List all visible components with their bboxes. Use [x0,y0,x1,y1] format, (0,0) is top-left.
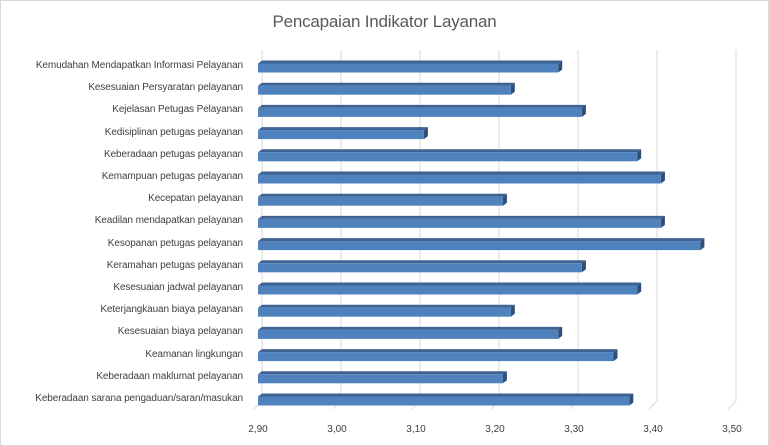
floor-gridline [648,400,658,410]
category-label: Kemampuan petugas pelayanan [101,171,243,182]
floor-gridline [727,400,737,410]
chart-title: Pencapaian Indikator Layanan [272,12,497,31]
x-tick-label: 3,50 [722,424,742,435]
bar [258,371,507,384]
x-tick-label: 3,30 [564,424,584,435]
category-label: Keberadaan sarana pengaduan/saran/masuka… [35,393,243,404]
bar [258,149,642,162]
bar [258,127,428,140]
bar [258,326,563,339]
bar [258,282,642,295]
category-label: Kesopanan petugas pelayanan [107,237,243,249]
bar [258,104,586,117]
bar [258,260,586,273]
bar [258,60,563,73]
category-label: Kesesuaian jadwal pelayanan [113,282,243,293]
bar [258,304,515,317]
x-tick-label: 3,40 [643,424,663,435]
bar [258,238,705,251]
bar [258,215,665,228]
category-label: Keterjangkauan biaya pelayanan [100,304,243,316]
x-tick-label: 3,20 [485,424,505,435]
x-tick-label: 2,90 [248,424,268,435]
category-label: Kesesuaian Persyaratan pelayanan [88,82,243,94]
category-label: Keberadaan petugas pelayanan [104,148,243,160]
x-tick-label: 3,10 [406,424,426,435]
category-label: Kemudahan Mendapatkan Informasi Pelayana… [35,60,243,71]
category-label: Keadilan mendapatkan pelayanan [94,215,243,227]
category-label: Kejelasan Petugas Pelayanan [112,104,243,116]
category-label: Keamanan lingkungan [145,348,243,360]
category-label: Keberadaan maklumat pelayanan [96,370,243,382]
bar [258,171,665,184]
bars [258,60,705,406]
bar [258,82,515,95]
bar [258,349,618,362]
bar [258,393,634,406]
category-label: Kecepatan pelayanan [148,193,243,205]
category-label: Kedisiplinan petugas pelayanan [104,126,243,138]
bar [258,193,507,206]
category-label: Keramahan petugas pelayanan [106,259,243,271]
x-tick-label: 3,00 [327,424,347,435]
category-label: Kesesuaian biaya pelayanan [117,326,243,338]
